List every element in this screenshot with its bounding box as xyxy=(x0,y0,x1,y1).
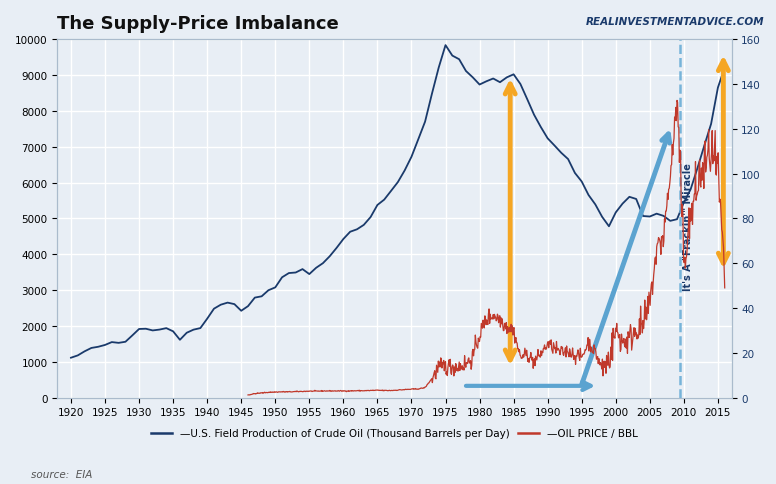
Text: REALINVESTMENTADVICE.COM: REALINVESTMENTADVICE.COM xyxy=(586,17,764,27)
Text: The Supply-Price Imbalance: The Supply-Price Imbalance xyxy=(57,15,339,33)
Text: It's A "Frackin'" Miracle: It's A "Frackin'" Miracle xyxy=(683,162,693,290)
Text: source:  EIA: source: EIA xyxy=(31,469,92,479)
Legend: —U.S. Field Production of Crude Oil (Thousand Barrels per Day), —OIL PRICE / BBL: —U.S. Field Production of Crude Oil (Tho… xyxy=(147,424,643,443)
